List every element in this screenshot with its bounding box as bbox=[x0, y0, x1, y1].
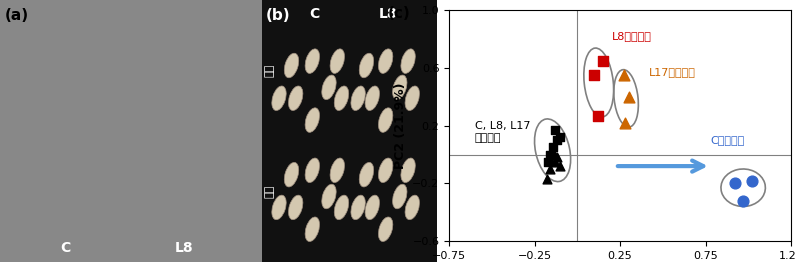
Ellipse shape bbox=[405, 195, 420, 220]
Text: C（乾燥）: C（乾燥） bbox=[711, 135, 745, 145]
Point bbox=[550, 155, 563, 160]
Point bbox=[588, 73, 601, 78]
Text: L8: L8 bbox=[379, 7, 398, 21]
Point bbox=[554, 164, 567, 168]
Point bbox=[549, 160, 561, 164]
Ellipse shape bbox=[393, 184, 407, 209]
Ellipse shape bbox=[272, 86, 286, 111]
Point bbox=[549, 128, 561, 132]
Point bbox=[619, 121, 631, 125]
Point bbox=[728, 181, 741, 185]
Ellipse shape bbox=[305, 108, 320, 132]
Ellipse shape bbox=[393, 75, 407, 100]
Ellipse shape bbox=[330, 158, 344, 183]
Text: (a): (a) bbox=[6, 8, 29, 23]
Ellipse shape bbox=[272, 195, 286, 220]
Ellipse shape bbox=[378, 108, 393, 132]
Ellipse shape bbox=[305, 158, 320, 183]
Ellipse shape bbox=[405, 86, 420, 111]
Point bbox=[737, 199, 750, 203]
Ellipse shape bbox=[322, 75, 336, 100]
Point bbox=[617, 73, 630, 78]
Ellipse shape bbox=[285, 53, 299, 78]
Y-axis label: PC2 (21.9%): PC2 (21.9%) bbox=[394, 83, 407, 169]
Ellipse shape bbox=[359, 53, 374, 78]
Ellipse shape bbox=[351, 195, 366, 220]
Ellipse shape bbox=[378, 49, 393, 73]
Text: C: C bbox=[310, 7, 320, 21]
Point bbox=[547, 150, 560, 154]
Ellipse shape bbox=[365, 86, 379, 111]
Ellipse shape bbox=[401, 49, 415, 73]
Ellipse shape bbox=[305, 217, 320, 242]
Text: 乾燥: 乾燥 bbox=[265, 185, 274, 198]
Text: (c): (c) bbox=[388, 6, 410, 21]
Ellipse shape bbox=[305, 49, 320, 73]
Ellipse shape bbox=[351, 86, 366, 111]
Point bbox=[622, 95, 635, 99]
Text: L8: L8 bbox=[174, 241, 193, 254]
Ellipse shape bbox=[365, 195, 379, 220]
Text: L17（乾燥）: L17（乾燥） bbox=[650, 67, 696, 77]
Ellipse shape bbox=[289, 86, 303, 111]
Text: C: C bbox=[60, 241, 71, 254]
Point bbox=[544, 167, 556, 171]
Text: L8（乾燥）: L8（乾燥） bbox=[611, 31, 651, 41]
Ellipse shape bbox=[322, 184, 336, 209]
Ellipse shape bbox=[359, 162, 374, 187]
Ellipse shape bbox=[378, 217, 393, 242]
Ellipse shape bbox=[401, 158, 415, 183]
Point bbox=[542, 160, 555, 164]
Ellipse shape bbox=[378, 158, 393, 183]
Point bbox=[746, 178, 758, 183]
Point bbox=[591, 114, 604, 118]
Ellipse shape bbox=[330, 49, 344, 73]
Ellipse shape bbox=[285, 162, 299, 187]
Point bbox=[554, 135, 567, 139]
Ellipse shape bbox=[334, 195, 349, 220]
Point bbox=[541, 177, 553, 181]
Point bbox=[596, 59, 609, 63]
Ellipse shape bbox=[289, 195, 303, 220]
Point bbox=[547, 145, 560, 149]
Text: C, L8, L17
（湿潤）: C, L8, L17 （湿潤） bbox=[475, 122, 530, 143]
Point bbox=[550, 138, 563, 142]
Point bbox=[544, 152, 556, 157]
Ellipse shape bbox=[334, 86, 349, 111]
Text: 湿潤: 湿潤 bbox=[265, 64, 274, 77]
Text: (b): (b) bbox=[266, 8, 290, 23]
